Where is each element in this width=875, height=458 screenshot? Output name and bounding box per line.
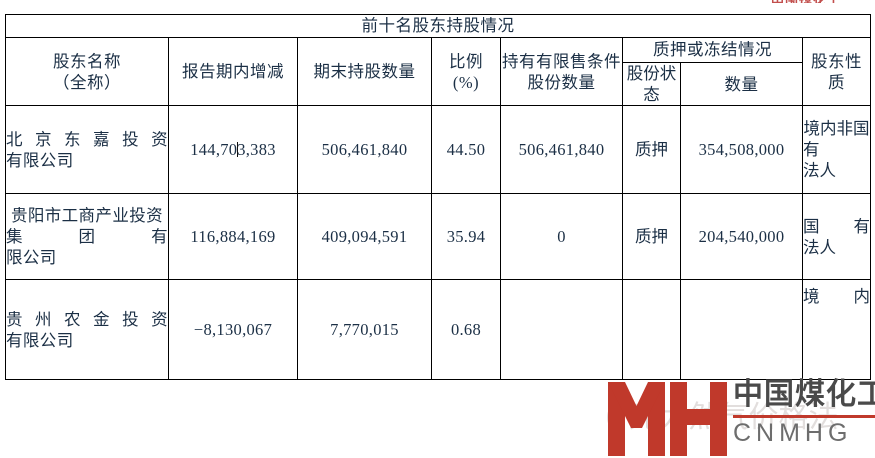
header-restricted-shares: 持有有限售条件股份数量 [500,36,623,107]
cell-change-in-period: 144,703,383 [168,105,298,195]
cell-shareholder-nature: 国有 法人 [802,193,871,281]
table-row: 北京东嘉投资 有限公司 144,703,383 506,461,840 44.5… [5,105,871,195]
shareholder-name-head: 北京东嘉投资 [6,129,168,149]
watermark-chinese: 中国煤化工 [733,378,875,411]
shareholder-nature-head: 境内 [803,287,870,307]
cell-pledge-quantity: 204,540,000 [680,193,803,281]
cell-end-holding: 506,461,840 [297,105,432,195]
cell-change-in-period: 116,884,169 [168,193,298,281]
header-shareholder-name-line1: 股东名称 [53,51,121,71]
watermark-rule [733,414,875,418]
table-title-row: 前十名股东持股情况 [5,14,871,38]
shareholder-name-tail: 限公司 [6,248,57,268]
header-shareholder-nature: 股东性质 [802,36,871,107]
cell-shareholder-nature: 境内非国有 法人 [802,105,871,195]
watermark-ghost-text: 0 元大然气价格法 [606,401,839,434]
header-ratio: 比例 (%) [431,36,501,107]
watermark: 0 元大然气价格法 中国煤化工 CNMHG [600,372,875,458]
table-row: 贵州农金投资 有限公司 −8,130,067 7,770,015 0.68 境内 [5,279,871,381]
shareholder-name-tail: 有限公司 [6,330,74,350]
cell-share-status: 质押 [622,193,681,281]
header-quantity: 数量 [680,61,803,107]
cell-change-in-period: −8,130,067 [168,279,298,381]
header-ratio-line1: 比例 [449,51,483,71]
cell-share-status: 质押 [622,105,681,195]
top-clipped-watermark-text: 中国煤化工 [771,0,867,3]
cell-pledge-quantity [680,279,803,381]
cell-end-holding: 7,770,015 [297,279,432,381]
table-title: 前十名股东持股情况 [5,14,871,38]
shareholder-name-tail: 有限公司 [6,150,74,170]
change-value-post: 3,383 [237,140,276,160]
shareholder-name-head: 贵阳市工商产业投资集团有 [6,206,168,247]
change-value-pre: 144,70 [190,140,238,160]
table-row: 贵阳市工商产业投资集团有 限公司 116,884,169 409,094,591… [5,193,871,281]
table-sub-header-row: 股份状态 数量 [6,61,871,107]
cell-end-holding: 409,094,591 [297,193,432,281]
header-shareholder-name-line2: （全称） [53,72,121,92]
cell-ratio: 0.68 [431,279,501,381]
header-end-holding: 期末持股数量 [297,36,432,107]
cell-shareholder-nature: 境内 [802,279,871,381]
header-share-status: 股份状态 [622,61,681,107]
header-change-in-period: 报告期内增减 [168,36,298,107]
watermark-text-block: 中国煤化工 CNMHG [733,378,875,447]
cell-shareholder-name: 贵州农金投资 有限公司 [5,279,169,381]
header-ratio-line2: (%) [452,72,480,92]
shareholder-nature-tail: 法人 [803,237,836,257]
cell-share-status [622,279,681,381]
shareholder-name-head: 贵州农金投资 [6,309,168,329]
cell-ratio: 44.50 [431,105,501,195]
cell-restricted-shares [500,279,623,381]
header-shareholder-name: 股东名称 （全称） [5,36,169,107]
header-pledge-or-freeze-group: 质押或冻结情况 [622,37,803,63]
cell-restricted-shares: 506,461,840 [500,105,623,195]
top-ten-shareholders-table: 前十名股东持股情况 股东名称 （全称） 报告期内增减 期末持股数量 比例 (%)… [5,14,871,381]
shareholder-nature-head: 国有 [803,216,870,236]
cnmhg-logo-icon [608,382,727,456]
cell-ratio: 35.94 [431,193,501,281]
cell-shareholder-name: 北京东嘉投资 有限公司 [5,105,169,195]
shareholder-nature-head: 境内非国有 [803,119,870,160]
watermark-english: CNMHG [733,418,853,447]
cell-pledge-quantity: 354,508,000 [680,105,803,195]
text-caret [236,142,238,158]
cell-restricted-shares: 0 [500,193,623,281]
shareholder-nature-tail: 法人 [803,161,836,181]
top-clipped-watermark: 中国煤化工 [771,0,867,3]
table-group-header-row: 股东名称 （全称） 报告期内增减 期末持股数量 比例 (%) 持有有限售条件股份… [5,36,871,107]
cell-shareholder-name: 贵阳市工商产业投资集团有 限公司 [5,193,169,281]
